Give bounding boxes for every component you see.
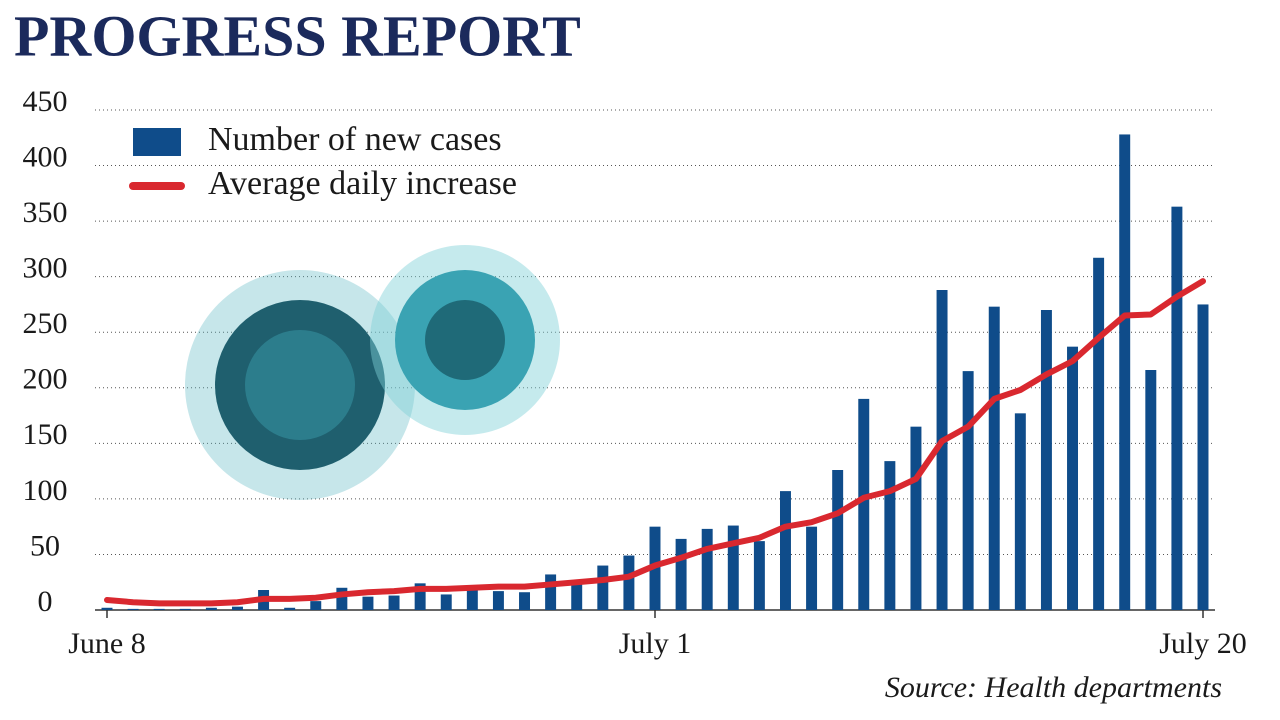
bar: [910, 426, 922, 610]
bar: [414, 583, 426, 610]
y-tick-label: 0: [38, 585, 53, 618]
bar: [545, 574, 557, 610]
bar: [832, 470, 844, 610]
y-tick-label: 300: [23, 252, 68, 285]
chart-title: PROGRESS REPORT: [14, 3, 581, 68]
y-tick-label: 200: [23, 363, 68, 396]
bar: [779, 491, 791, 610]
bar: [440, 594, 452, 610]
bar: [388, 595, 400, 610]
source-note: Source: Health departments: [885, 671, 1222, 704]
x-tick-label: July 20: [1159, 627, 1247, 660]
bar: [1171, 206, 1183, 610]
legend-label: Average daily increase: [208, 165, 517, 202]
y-tick-label: 450: [23, 85, 68, 118]
bar: [519, 592, 531, 610]
bar: [310, 601, 322, 610]
y-tick-label: 100: [23, 474, 68, 507]
bar: [492, 591, 504, 610]
y-tick-label: 50: [30, 529, 60, 562]
y-tick-label: 150: [23, 418, 68, 451]
bar: [571, 583, 583, 610]
bar: [806, 526, 818, 610]
y-tick-label: 400: [23, 140, 68, 173]
x-tick-label: June 8: [68, 627, 146, 660]
bar: [284, 607, 296, 610]
bar: [205, 607, 217, 610]
bar: [1067, 346, 1079, 610]
x-tick-label: July 1: [619, 627, 692, 660]
bar: [1014, 413, 1026, 610]
bar: [1119, 134, 1131, 610]
bar: [623, 555, 635, 610]
bar: [101, 607, 113, 610]
bar: [179, 608, 191, 610]
bar: [597, 565, 609, 610]
bar: [1040, 310, 1052, 610]
average-line: [104, 278, 1206, 607]
bar: [1197, 304, 1209, 610]
bar: [727, 525, 739, 610]
bar: [884, 461, 896, 610]
legend-swatch: [133, 128, 181, 156]
bar: [936, 290, 948, 610]
bar: [1093, 257, 1105, 610]
bar: [701, 528, 713, 610]
bar: [127, 608, 139, 610]
bar: [988, 306, 1000, 610]
bar: [675, 538, 687, 610]
bar: [153, 608, 165, 610]
bar: [753, 541, 765, 610]
legend-label: Number of new cases: [208, 121, 502, 158]
y-tick-label: 250: [23, 307, 68, 340]
bar: [1145, 370, 1157, 610]
bar: [858, 398, 870, 610]
virus-illustration: [185, 245, 560, 500]
y-tick-label: 350: [23, 196, 68, 229]
bar: [962, 371, 974, 610]
bar: [466, 587, 478, 610]
bar: [231, 606, 243, 610]
bar: [362, 596, 374, 610]
bar: [336, 587, 348, 610]
